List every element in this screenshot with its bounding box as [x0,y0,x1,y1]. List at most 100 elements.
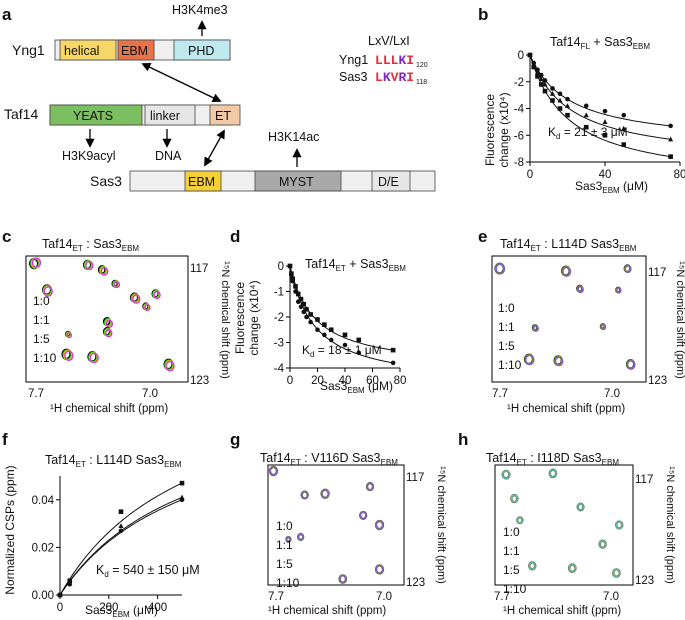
panel-g-ytick-2: 123 [406,577,425,589]
panel-c-xlabel: ¹H chemical shift (ppm) [50,403,168,415]
panel-b-kd: Kd = 21 ± 3 μM [548,125,628,141]
panel-e-ytick-2: 123 [648,375,667,387]
c-peak [43,286,53,297]
e-peak [495,263,506,275]
e-peak [600,324,607,331]
panel-c-xtick-2: 7.0 [142,388,158,400]
panel-c-title-sub2: EBM [122,244,140,253]
motif-yng1-res-5: I [406,53,414,68]
b-point-squares [531,64,537,70]
panel-c-title-sub: ET [73,244,83,253]
panel-b: b Taf14FL + Sas3EBM 0 40 800-2-4-6-8 Fluor… [478,5,685,195]
motif-sas3-res-3: V [391,70,399,85]
b-point-triangles [621,125,627,131]
motif-yng1-num: 120 [416,62,428,69]
e-peak [554,356,564,367]
b-point-squares [583,124,589,130]
panel-h-title-sub2: EBM [602,458,620,467]
panel-e-title-rest: : L114D Sas3 [541,237,619,251]
panel-h-ratio-3: 1:5 [503,563,520,577]
d-xtick-label: 20 [311,375,324,387]
sas3-de-domain [371,170,411,192]
sas3-myst-label: MYST [279,175,314,189]
panel-f-title-sub: ET [76,460,86,469]
panel-d-title-rest: + Sas3 [346,257,389,271]
h-peak [612,568,621,578]
panel-c-title-rest: : Sas3 [83,237,122,251]
g-peak [375,564,384,575]
panel-f-title-sub2: EBM [164,460,182,469]
panel-h-xtick-2: 7.0 [603,591,619,603]
panel-g-ytick-1: 117 [406,472,424,484]
d-xtick-label: 60 [366,375,379,387]
d-point-squares [342,332,348,338]
d-ytick-label: -1 [274,287,284,299]
panel-h-title-main: Taf14 [486,451,517,465]
motif-yng1-res-4: K [398,53,406,68]
b-point-triangles [583,112,589,118]
panel-g-xlabel: ¹H chemical shift (ppm) [268,605,386,617]
panel-f-title-rest: : L114D Sas3 [86,453,164,467]
panel-e-title-sub2: EBM [619,244,637,253]
panel-h-xlabel: ¹H chemical shift (ppm) [503,605,621,617]
panel-h-ratio-4: 1:10 [503,582,527,596]
panel-d-plot [287,263,396,366]
panel-d-kd: Kd = 18 ± 1 μM [302,343,382,359]
motif-sas3-protein: Sas3 [339,70,368,84]
panel-b-xlabel-sub: EBM [602,186,620,195]
panel-g-title-rest: : V116D Sas3 [301,451,381,465]
c-peak [89,352,99,364]
d-point-squares [390,347,396,353]
motif-sas3-res-5: I [406,70,414,85]
d-point-squares [356,337,362,343]
h3k14ac-label: H3K14ac [268,130,319,144]
f-point-circles [67,581,73,587]
d-point-squares [293,284,298,289]
b-point-triangles [538,76,544,82]
yng1-phd-domain [173,39,231,61]
panel-d-title-main: Taf14 [305,257,336,271]
panel-c-title-main: Taf14 [42,237,73,251]
c-peak [31,257,42,268]
b-fit-curve-circles [529,54,671,127]
panel-d-ylabel-2: change (x10⁴) [247,280,261,355]
f-point-circles [118,528,124,534]
d-point-squares [304,307,309,312]
g-peak [366,482,374,491]
b-point-squares [535,74,540,79]
d-ytick-label: 0 [278,261,284,273]
b-point-circles [550,86,555,91]
panel-h-title-rest: : I118D Sas3 [527,451,602,465]
panel-c-ratio-2: 1:1 [33,313,50,327]
panel-b-title-main: Taf14 [550,35,581,49]
b-point-triangles [564,103,571,108]
f-ytick-label: 0.02 [32,542,54,554]
sas3-myst-domain [254,170,342,192]
b-xtick-label: 40 [599,169,612,181]
taf14-et-label: ET [215,109,231,123]
panel-c-ratio-4: 1:10 [33,351,57,365]
b-point-circles [542,78,548,83]
h-peak [528,561,536,570]
h-peak [516,516,523,524]
dna-label: DNA [155,149,182,163]
arrow-ebm-et-sas3 [204,129,225,167]
panel-g-ratio-4: 1:10 [276,576,300,590]
panel-h-title: Taf14ET : I118D Sas3EBM [486,451,619,467]
panel-f-xlabel-sub: EBM [112,610,130,619]
g-peak [375,520,384,530]
panel-c: c Taf14ET : Sas3EBM 1:0 1:1 1:5 1:10 7.7… [2,227,231,415]
yng1-ebm-label: EBM [121,44,148,58]
panel-g-ratio-2: 1:1 [276,538,293,552]
panel-h-frame [494,464,634,586]
panel-b-axes: 0 40 80 0 -2 -4 -6 -8 [514,50,685,181]
panel-c-ratio-1: 1:0 [33,294,50,308]
panel-c-ylabel: ¹⁵N chemical shift (ppm) [219,261,231,379]
panel-d-xlabel-sub: EBM [347,386,365,395]
h3k4me3-label: H3K4me3 [172,3,228,17]
b-xtick-label: 80 [674,169,685,181]
d-point-squares [315,317,320,322]
b-ytick-label: -2 [514,77,524,89]
panel-e-peaks [494,262,636,370]
f-fit-curve-circles [59,499,183,596]
